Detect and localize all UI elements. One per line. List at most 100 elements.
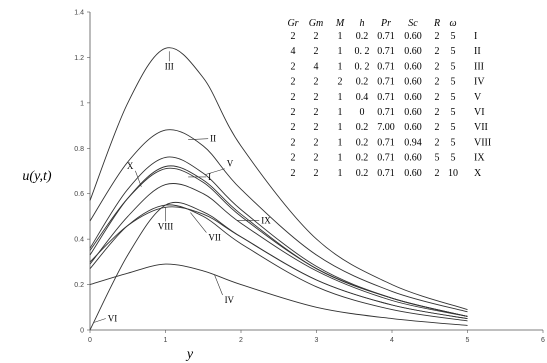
table-cell: 2 — [435, 137, 440, 148]
curve-vii — [89, 204, 468, 322]
table-cell: 2 — [338, 77, 343, 88]
table-cell: IX — [474, 153, 485, 164]
table-cell: 5 — [451, 46, 456, 57]
table-cell: 0.71 — [377, 168, 395, 179]
table-cell: 1 — [338, 107, 343, 118]
table-cell: 5 — [451, 153, 456, 164]
y-tick-label: 0 — [80, 328, 84, 335]
table-header-cell: h — [360, 18, 365, 29]
y-tick-label: 1.2 — [74, 55, 84, 62]
x-tick-label: 0 — [88, 337, 92, 344]
table-cell: 1 — [338, 122, 343, 133]
y-tick-label: 0.8 — [74, 146, 84, 153]
curve-label-iv: IV — [225, 295, 235, 305]
y-tick-label: 0.4 — [74, 237, 84, 244]
table-cell: 1 — [338, 168, 343, 179]
x-tick-label: 2 — [239, 337, 243, 344]
table-cell: 0.60 — [404, 92, 422, 103]
table-cell: 0.60 — [404, 61, 422, 72]
table-cell: 0.71 — [377, 107, 395, 118]
table-cell: 2 — [291, 168, 296, 179]
table-cell: 4 — [314, 61, 319, 72]
table-cell: 1 — [338, 92, 343, 103]
table-cell: 2 — [314, 77, 319, 88]
table-header-cell: Gm — [309, 18, 323, 29]
table-cell: 5 — [451, 92, 456, 103]
table-cell: 2 — [314, 46, 319, 57]
table-cell: 7.00 — [377, 122, 395, 133]
table-cell: 0.60 — [404, 168, 422, 179]
table-cell: 2 — [435, 107, 440, 118]
table-cell: VI — [474, 107, 485, 118]
table-cell: 0. 2 — [355, 61, 370, 72]
table-cell: 0.60 — [404, 77, 422, 88]
label-leader-v — [204, 168, 225, 176]
table-cell: 0.71 — [377, 92, 395, 103]
table-header-cell: Sc — [408, 18, 418, 29]
table-cell: 2 — [314, 31, 319, 42]
table-cell: 5 — [451, 61, 456, 72]
table-cell: 2 — [314, 153, 319, 164]
label-leader-vi — [93, 318, 106, 323]
curve-label-v: V — [227, 159, 234, 169]
curve-label-x: X — [127, 161, 134, 171]
table-cell: 2 — [291, 77, 296, 88]
table-cell: 2 — [291, 107, 296, 118]
table-cell: 2 — [314, 107, 319, 118]
x-axis-label: y — [185, 347, 194, 362]
label-leader-iv — [214, 274, 223, 296]
x-tick-label: 1 — [164, 337, 168, 344]
table-cell: III — [474, 61, 484, 72]
curve-ix — [89, 183, 468, 317]
curve-label-ii: II — [210, 134, 216, 144]
table-cell: 2 — [291, 122, 296, 133]
table-cell: 0 — [360, 107, 365, 118]
table-cell: V — [474, 92, 482, 103]
table-cell: 0.71 — [377, 153, 395, 164]
label-leader-ii — [188, 138, 209, 140]
table-cell: 2 — [291, 31, 296, 42]
curve-i — [89, 167, 468, 317]
table-cell: 2 — [435, 122, 440, 133]
table-cell: 2 — [291, 137, 296, 148]
table-cell: 1 — [338, 137, 343, 148]
curve-label-ix: IX — [261, 215, 271, 225]
table-cell: 2 — [314, 168, 319, 179]
table-cell: 1 — [338, 46, 343, 57]
table-cell: 2 — [435, 31, 440, 42]
table-cell: 0.71 — [377, 77, 395, 88]
y-axis-label: u(y,t) — [22, 169, 51, 184]
table-cell: 1 — [338, 153, 343, 164]
y-tick-label: 1 — [80, 100, 84, 107]
table-cell: 0.94 — [404, 137, 422, 148]
table-cell: 2 — [291, 92, 296, 103]
y-tick-label: 0.6 — [74, 191, 84, 198]
curves — [89, 47, 468, 331]
table-cell: 0.71 — [377, 46, 395, 57]
table-cell: 2 — [314, 122, 319, 133]
table-cell: 5 — [451, 31, 456, 42]
curve-label-viii: VIII — [158, 221, 174, 231]
table-cell: 2 — [291, 153, 296, 164]
table-cell: 0.2 — [356, 77, 369, 88]
label-leader-vii — [190, 212, 207, 233]
y-tick-label: 1.4 — [74, 10, 84, 17]
table-cell: 0.60 — [404, 122, 422, 133]
table-cell: 0.71 — [377, 61, 395, 72]
table-cell: 0.60 — [404, 107, 422, 118]
table-cell: X — [474, 168, 482, 179]
table-cell: I — [474, 31, 477, 42]
table-cell: 5 — [435, 153, 440, 164]
axes: 0 0.2 0.4 0.6 0.8 1 1.2 1.4 0 1 2 3 4 5 6 — [74, 10, 545, 345]
table-cell: VIII — [474, 137, 491, 148]
table-cell: 0.2 — [356, 168, 369, 179]
table-cell: 5 — [451, 107, 456, 118]
table-cell: 4 — [291, 46, 296, 57]
table-cell: 0.60 — [404, 31, 422, 42]
table-cell: 2 — [291, 61, 296, 72]
table-cell: 5 — [451, 122, 456, 133]
table-header-cell: Pr — [380, 18, 391, 29]
